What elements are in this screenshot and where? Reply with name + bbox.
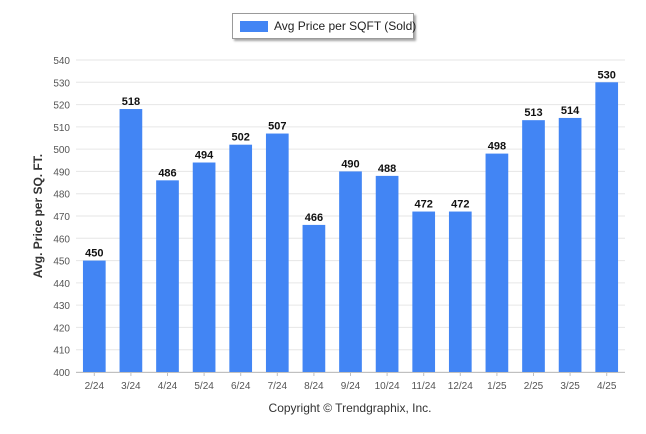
- bar-value-label: 472: [451, 199, 469, 211]
- bar: [522, 120, 545, 373]
- bar: [265, 133, 289, 372]
- legend: Avg Price per SQFT (Sold): [232, 13, 417, 39]
- bar-value-label: 498: [488, 141, 506, 153]
- legend-swatch: [240, 21, 268, 32]
- bar-value-label: 494: [195, 150, 214, 162]
- bar-value-label: 450: [85, 248, 103, 260]
- legend-label: Avg Price per SQFT (Sold): [274, 19, 417, 33]
- bar: [448, 211, 472, 372]
- x-tick-label: 6/24: [231, 381, 251, 392]
- bar-value-label: 488: [378, 163, 396, 175]
- bar-value-label: 472: [415, 199, 433, 211]
- bar: [595, 82, 619, 373]
- x-tick-label: 4/25: [597, 381, 617, 392]
- bar: [156, 180, 179, 372]
- copyright-text: Copyright © Trendgraphix, Inc.: [268, 401, 432, 415]
- x-tick-label: 10/24: [375, 381, 400, 392]
- x-tick-label: 3/25: [560, 381, 580, 392]
- bar: [558, 117, 582, 372]
- bar: [302, 224, 326, 372]
- x-tick-label: 8/24: [304, 381, 324, 392]
- bar: [485, 153, 509, 372]
- bar-value-label: 514: [561, 105, 580, 117]
- y-tick-label: 410: [53, 346, 70, 357]
- y-tick-label: 460: [53, 234, 70, 245]
- x-tick-label: 11/24: [412, 381, 437, 392]
- y-tick-label: 450: [53, 257, 70, 268]
- bar-value-label: 486: [158, 167, 176, 179]
- x-tick-label: 12/24: [448, 381, 473, 392]
- bar: [229, 144, 253, 372]
- y-tick-label: 530: [53, 78, 70, 89]
- bar-value-label: 507: [268, 121, 286, 133]
- bar-value-label: 518: [122, 96, 140, 108]
- y-tick-label: 480: [53, 190, 70, 201]
- bar-value-label: 530: [598, 69, 616, 81]
- y-tick-label: 430: [53, 301, 70, 312]
- x-tick-label: 1/25: [487, 381, 507, 392]
- y-tick-label: 520: [53, 101, 70, 112]
- bar: [412, 211, 436, 372]
- x-tick-label: 5/24: [194, 381, 214, 392]
- bar-value-label: 502: [232, 132, 250, 144]
- y-tick-label: 470: [53, 212, 70, 223]
- y-tick-label: 420: [53, 323, 70, 334]
- bar: [119, 109, 143, 373]
- y-tick-label: 500: [53, 145, 70, 156]
- bar: [375, 175, 399, 372]
- bar: [82, 260, 106, 372]
- y-tick-label: 490: [53, 167, 70, 178]
- bar: [339, 171, 362, 372]
- y-tick-label: 540: [53, 56, 70, 67]
- bar-value-label: 466: [305, 212, 323, 224]
- bar-value-label: 490: [341, 158, 359, 170]
- x-tick-label: 4/24: [158, 381, 178, 392]
- x-tick-label: 2/24: [85, 381, 105, 392]
- x-tick-label: 3/24: [121, 381, 141, 392]
- y-axis-title: Avg. Price per SQ. FT.: [31, 154, 45, 278]
- y-tick-label: 440: [53, 279, 70, 290]
- bar: [192, 162, 216, 372]
- y-tick-label: 510: [53, 123, 70, 134]
- y-tick-label: 400: [53, 368, 70, 379]
- x-tick-label: 2/25: [524, 381, 544, 392]
- bar-value-label: 513: [524, 107, 542, 119]
- x-tick-label: 9/24: [341, 381, 361, 392]
- x-tick-label: 7/24: [268, 381, 288, 392]
